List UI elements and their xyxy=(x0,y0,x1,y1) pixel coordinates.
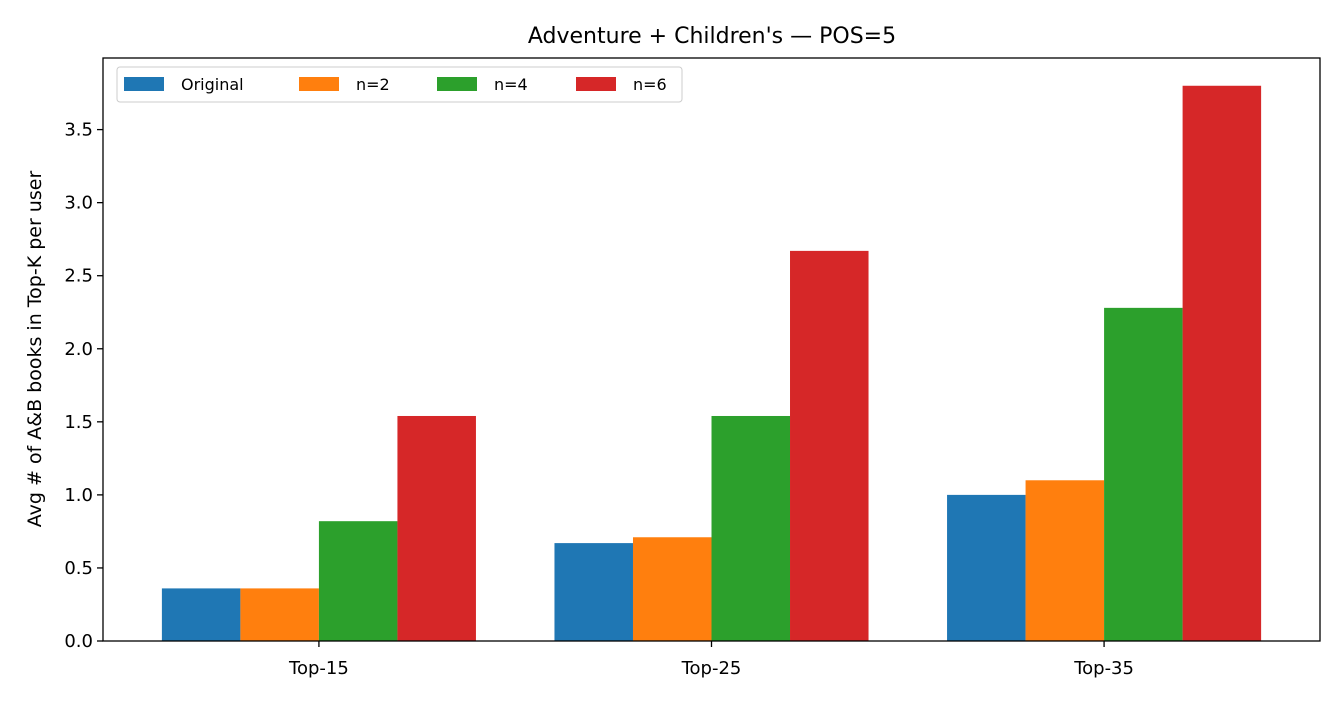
y-tick-label: 0.0 xyxy=(64,631,93,652)
bar-n-6-top-35 xyxy=(1182,85,1262,641)
y-tick-label: 0.5 xyxy=(64,558,93,579)
bar-n-4-top-15 xyxy=(318,521,398,641)
legend-label: n=2 xyxy=(356,75,390,94)
legend-label: Original xyxy=(181,75,244,94)
bar-original-top-25 xyxy=(554,543,633,641)
y-tick-label: 1.0 xyxy=(64,485,93,506)
x-tick-label: Top-35 xyxy=(1073,658,1134,679)
bar-n-4-top-35 xyxy=(1104,307,1183,641)
y-tick-label: 2.5 xyxy=(64,266,93,287)
bar-n-4-top-25 xyxy=(711,415,791,641)
y-tick-label: 1.5 xyxy=(64,412,93,433)
legend-label: n=4 xyxy=(494,75,528,94)
x-tick-label: Top-25 xyxy=(681,658,742,679)
bar-original-top-15 xyxy=(161,588,241,641)
legend-label: n=6 xyxy=(633,75,667,94)
legend-swatch xyxy=(124,77,164,91)
legend-swatch xyxy=(576,77,616,91)
y-axis-label: Avg # of A&B books in Top-K per user xyxy=(24,171,46,528)
legend-swatch xyxy=(299,77,339,91)
bar-n-2-top-35 xyxy=(1025,480,1105,641)
bar-n-6-top-25 xyxy=(790,250,869,641)
x-tick-label: Top-15 xyxy=(288,658,349,679)
bar-original-top-35 xyxy=(947,494,1026,641)
x-axis: Top-15 Top-25 Top-35 xyxy=(288,641,1134,679)
bars-group xyxy=(161,85,1262,641)
y-tick-label: 3.0 xyxy=(64,193,93,214)
y-tick-label: 2.0 xyxy=(64,339,93,360)
chart-title: Adventure + Children's — POS=5 xyxy=(528,24,896,49)
y-tick-label: 3.5 xyxy=(64,120,93,141)
bar-n-2-top-15 xyxy=(240,588,319,641)
y-axis: 0.0 0.5 1.0 1.5 2.0 2.5 3.0 3.5 xyxy=(64,120,103,652)
bar-n-6-top-15 xyxy=(397,415,476,641)
legend-swatch xyxy=(437,77,477,91)
legend-box xyxy=(116,66,683,103)
bar-n-2-top-25 xyxy=(632,537,712,641)
legend: Original n=2 n=4 n=6 xyxy=(116,66,683,103)
